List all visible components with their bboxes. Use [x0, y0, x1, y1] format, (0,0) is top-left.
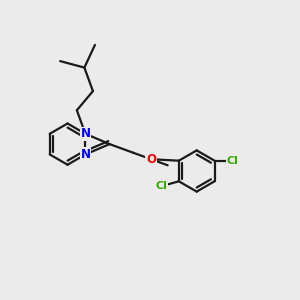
Text: Cl: Cl [156, 181, 168, 191]
Text: N: N [80, 127, 90, 140]
Text: O: O [146, 153, 156, 166]
Text: Cl: Cl [226, 156, 238, 166]
Text: N: N [80, 148, 90, 161]
